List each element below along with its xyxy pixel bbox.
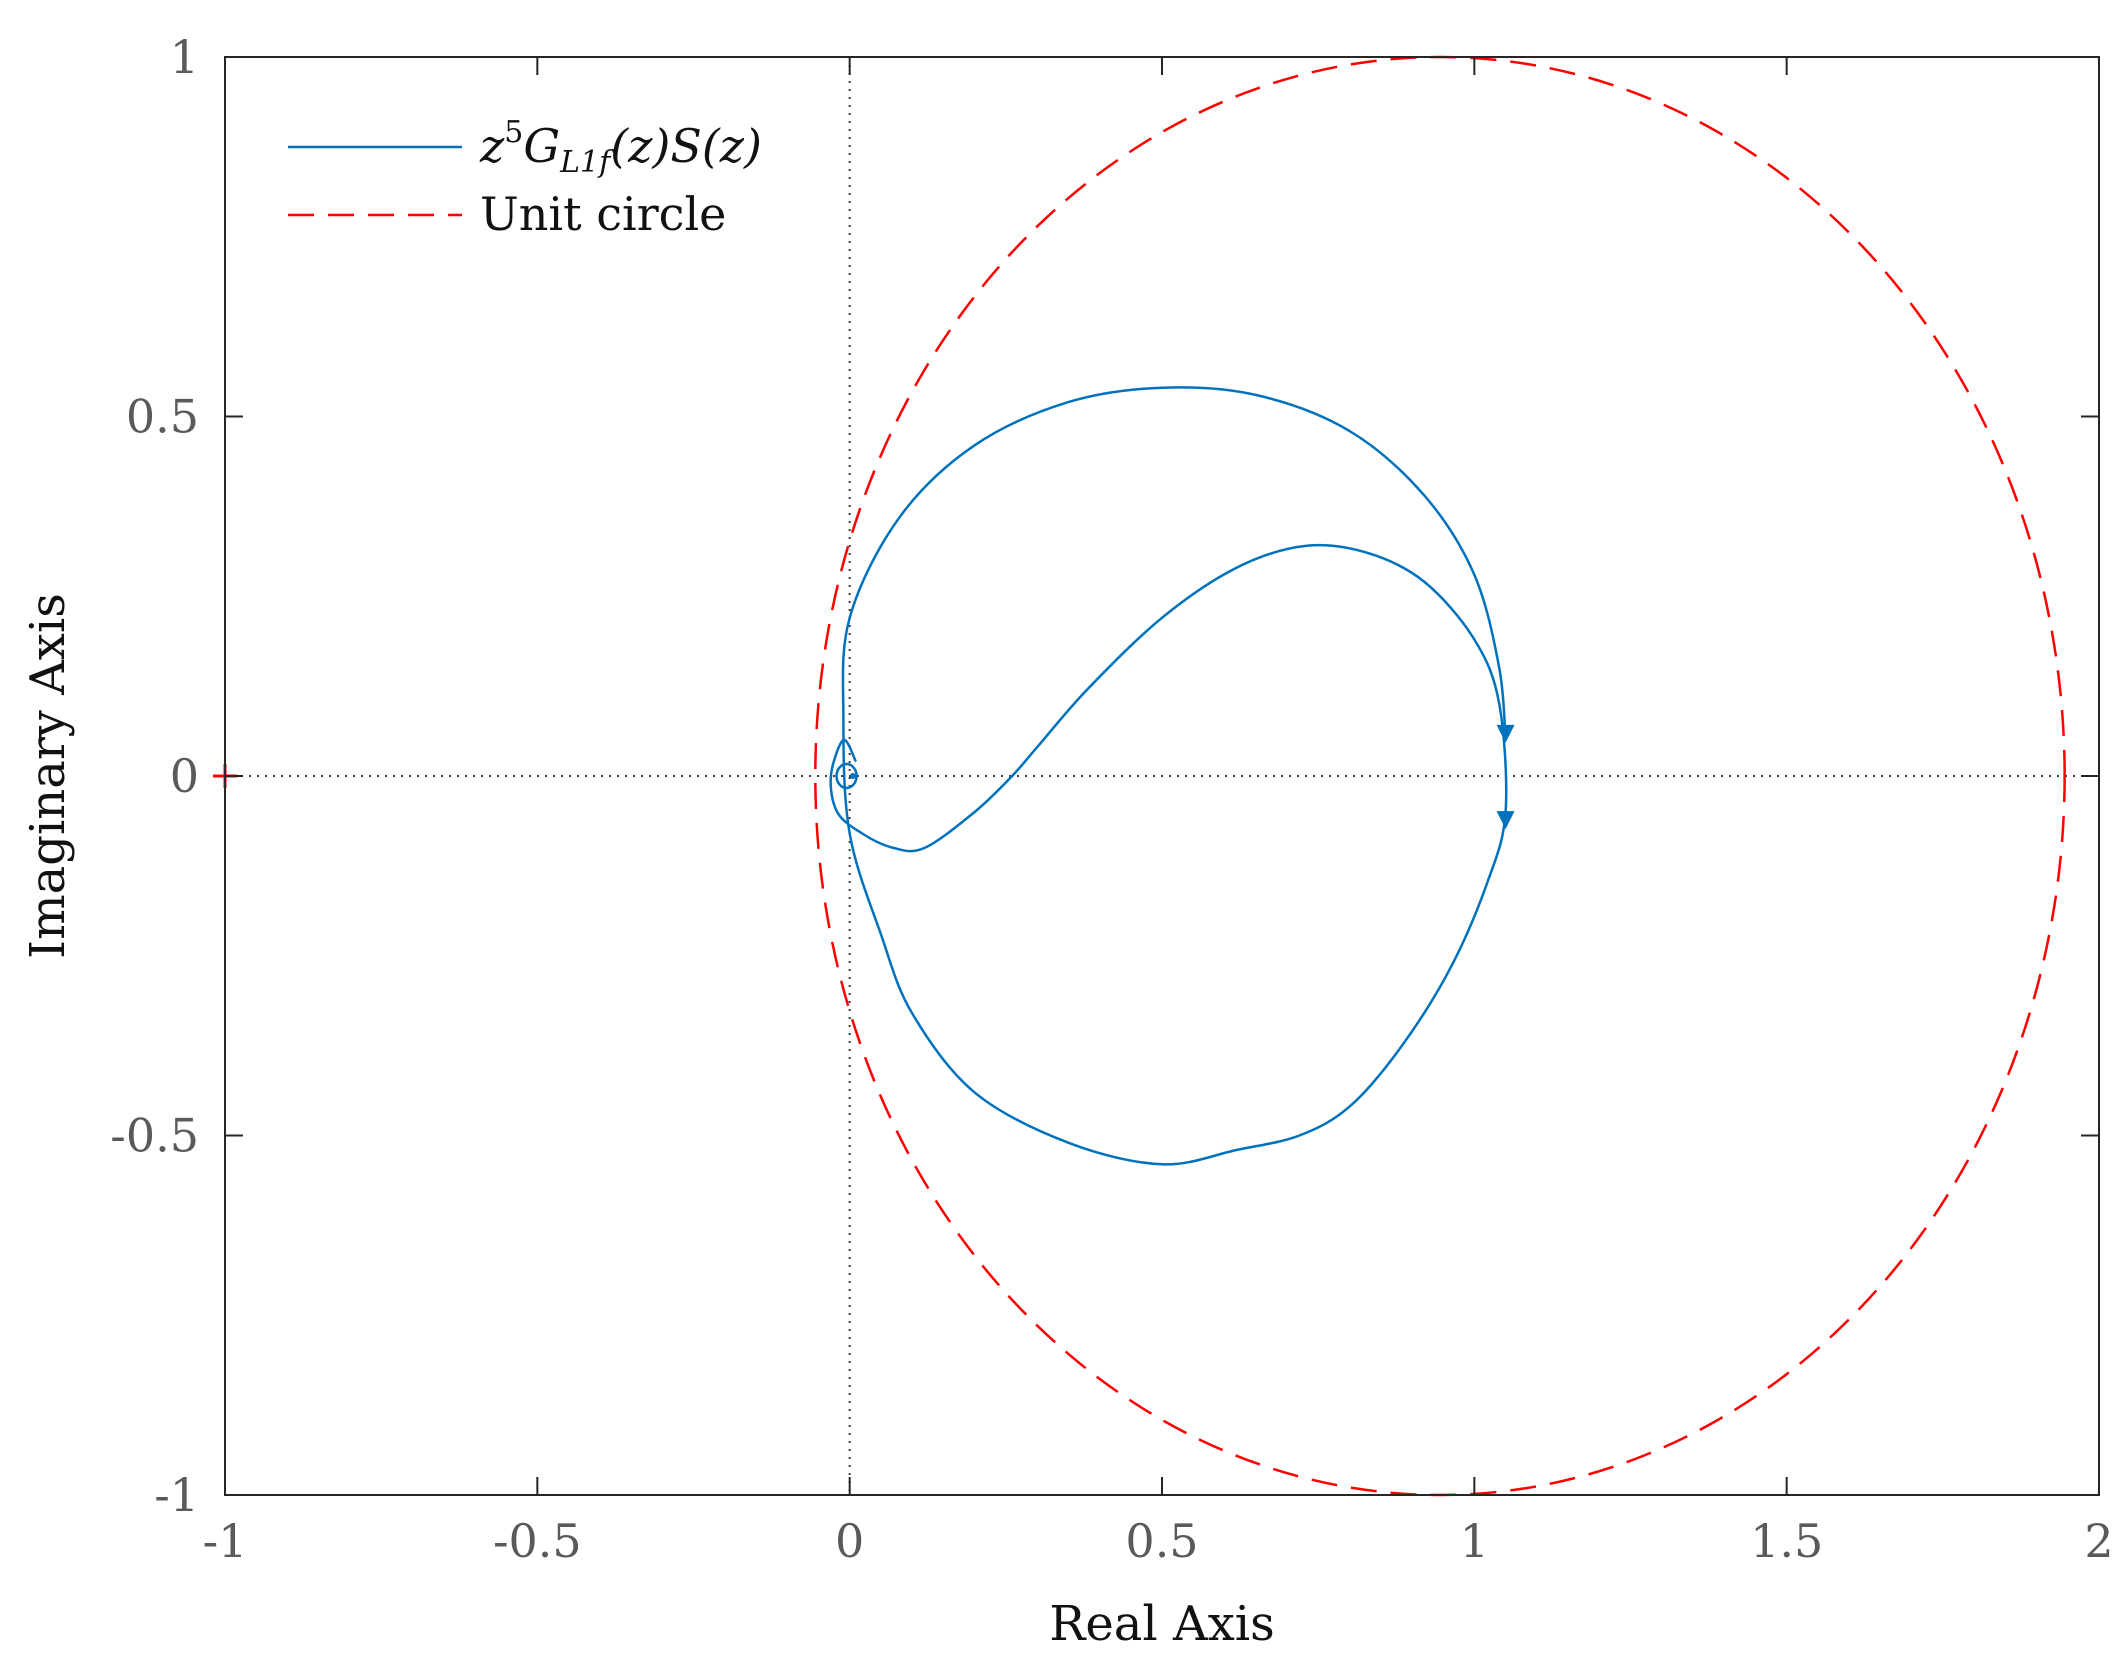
- x-tick-label: 2: [2084, 1514, 2113, 1568]
- ticks-layer: -1 -0.5 0 0.5 1 1.5 2 -1 -0.5 0 0.5 1: [110, 30, 2113, 1568]
- y-tick-label: -1: [154, 1468, 199, 1522]
- x-tick-label: 0.5: [1125, 1514, 1198, 1568]
- legend: z5GL1f(z)S(z) Unit circle: [288, 115, 762, 241]
- x-tick-label: 0: [835, 1514, 864, 1568]
- legend-math-z: z: [479, 119, 505, 173]
- legend-label-unit-circle: Unit circle: [480, 187, 726, 241]
- legend-math-sup: 5: [504, 115, 523, 150]
- nyquist-origin-point: [849, 773, 856, 779]
- y-tick-label: 1: [170, 30, 199, 84]
- legend-math-sub: L1f: [559, 145, 615, 180]
- x-tick-label: 1.5: [1750, 1514, 1823, 1568]
- x-tick-label: 1: [1460, 1514, 1489, 1568]
- y-tick-label: 0.5: [126, 390, 199, 444]
- x-tick-label: -0.5: [493, 1514, 582, 1568]
- x-tick-label: -1: [203, 1514, 248, 1568]
- nyquist-origin-spiral: [835, 762, 858, 790]
- legend-label-nyquist: z5GL1f(z)S(z): [479, 115, 762, 180]
- y-tick-label: -0.5: [110, 1109, 199, 1163]
- direction-arrow-1: [1496, 724, 1515, 743]
- y-tick-label: 0: [170, 749, 199, 803]
- x-axis-title: Real Axis: [1049, 1596, 1275, 1652]
- legend-math-rest: (z)S(z): [610, 119, 762, 173]
- legend-math-g: G: [523, 119, 560, 173]
- y-axis-title: Imaginary Axis: [20, 593, 76, 959]
- direction-arrow-2: [1496, 811, 1515, 830]
- nyquist-curve-series: [829, 386, 1508, 1166]
